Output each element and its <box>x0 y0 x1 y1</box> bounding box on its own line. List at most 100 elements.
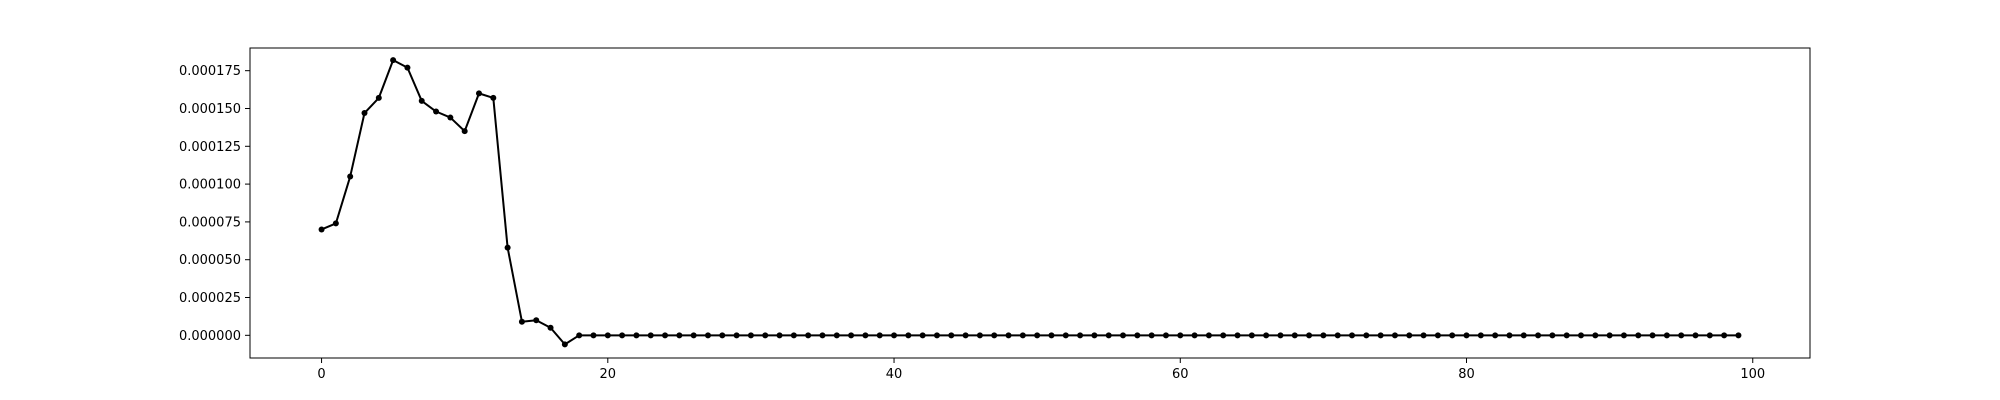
x-tick-label: 60 <box>1172 367 1189 382</box>
data-point <box>933 332 940 339</box>
data-point <box>576 332 583 339</box>
data-point <box>704 332 711 339</box>
data-point <box>490 94 497 101</box>
data-point <box>375 94 382 101</box>
y-tick-label: 0.000075 <box>179 215 241 230</box>
data-point <box>1191 332 1198 339</box>
data-point <box>676 332 683 339</box>
data-point <box>1091 332 1098 339</box>
data-point <box>1535 332 1542 339</box>
data-point <box>533 317 540 324</box>
data-point <box>1678 332 1685 339</box>
data-point <box>604 332 611 339</box>
data-point <box>1034 332 1041 339</box>
data-point <box>1105 332 1112 339</box>
data-point <box>447 114 454 121</box>
data-point <box>719 332 726 339</box>
data-point <box>1578 332 1585 339</box>
data-point <box>1263 332 1270 339</box>
data-point <box>647 332 654 339</box>
data-point <box>1177 332 1184 339</box>
data-point <box>1434 332 1441 339</box>
x-tick-label: 0 <box>317 367 325 382</box>
data-point <box>833 332 840 339</box>
data-point <box>1306 332 1313 339</box>
data-point <box>1449 332 1456 339</box>
data-point <box>461 128 468 135</box>
data-point <box>776 332 783 339</box>
data-point <box>1735 332 1742 339</box>
data-point <box>733 332 740 339</box>
y-tick-label: 0.000125 <box>179 140 241 155</box>
data-point <box>1635 332 1642 339</box>
data-point <box>1291 332 1298 339</box>
x-tick-label: 80 <box>1458 367 1475 382</box>
data-point <box>1062 332 1069 339</box>
data-point <box>1077 332 1084 339</box>
data-point <box>948 332 955 339</box>
x-tick-label: 40 <box>886 367 903 382</box>
data-point <box>1520 332 1527 339</box>
data-point <box>404 64 411 71</box>
data-point <box>762 332 769 339</box>
y-tick-label: 0.000100 <box>179 178 241 193</box>
data-point <box>633 332 640 339</box>
data-point <box>1420 332 1427 339</box>
data-point <box>1549 332 1556 339</box>
data-point <box>1320 332 1327 339</box>
data-point <box>1563 332 1570 339</box>
data-point <box>862 332 869 339</box>
data-point <box>1234 332 1241 339</box>
data-point <box>1005 332 1012 339</box>
data-point <box>690 332 697 339</box>
data-point <box>1277 332 1284 339</box>
data-point <box>747 332 754 339</box>
data-point <box>361 110 368 117</box>
x-axis-ticks: 0 20 40 60 80 100 <box>317 358 1765 382</box>
data-point <box>1663 332 1670 339</box>
data-point <box>991 332 998 339</box>
data-point <box>418 97 425 104</box>
y-axis-ticks: 0.000000 0.000025 0.000050 0.000075 0.000100… <box>179 64 250 344</box>
data-point <box>504 244 511 251</box>
data-point <box>1492 332 1499 339</box>
data-point <box>1162 332 1169 339</box>
y-tick-label: 0.000050 <box>179 253 241 268</box>
data-point <box>590 332 597 339</box>
x-tick-label: 100 <box>1740 367 1765 382</box>
data-point <box>962 332 969 339</box>
data-point <box>662 332 669 339</box>
data-point <box>475 90 482 97</box>
data-point <box>1248 332 1255 339</box>
data-point <box>1506 332 1513 339</box>
data-point <box>1148 332 1155 339</box>
data-point <box>619 332 626 339</box>
data-point <box>1477 332 1484 339</box>
data-point <box>976 332 983 339</box>
data-point <box>805 332 812 339</box>
data-point <box>1692 332 1699 339</box>
data-point <box>1349 332 1356 339</box>
data-point <box>547 324 554 331</box>
data-point <box>332 220 339 227</box>
data-point <box>1463 332 1470 339</box>
data-point <box>1120 332 1127 339</box>
data-point <box>1706 332 1713 339</box>
y-tick-label: 0.000150 <box>179 102 241 117</box>
data-point <box>848 332 855 339</box>
data-point <box>905 332 912 339</box>
data-point <box>347 173 354 180</box>
data-point <box>1377 332 1384 339</box>
data-point <box>819 332 826 339</box>
series-line <box>321 59 1739 346</box>
data-point <box>1649 332 1656 339</box>
data-point <box>318 226 325 233</box>
x-tick-label: 20 <box>600 367 617 382</box>
data-point <box>1620 332 1627 339</box>
plot-area-frame <box>249 47 1811 359</box>
data-point <box>1391 332 1398 339</box>
series-layer <box>318 57 1742 348</box>
data-point <box>919 332 926 339</box>
